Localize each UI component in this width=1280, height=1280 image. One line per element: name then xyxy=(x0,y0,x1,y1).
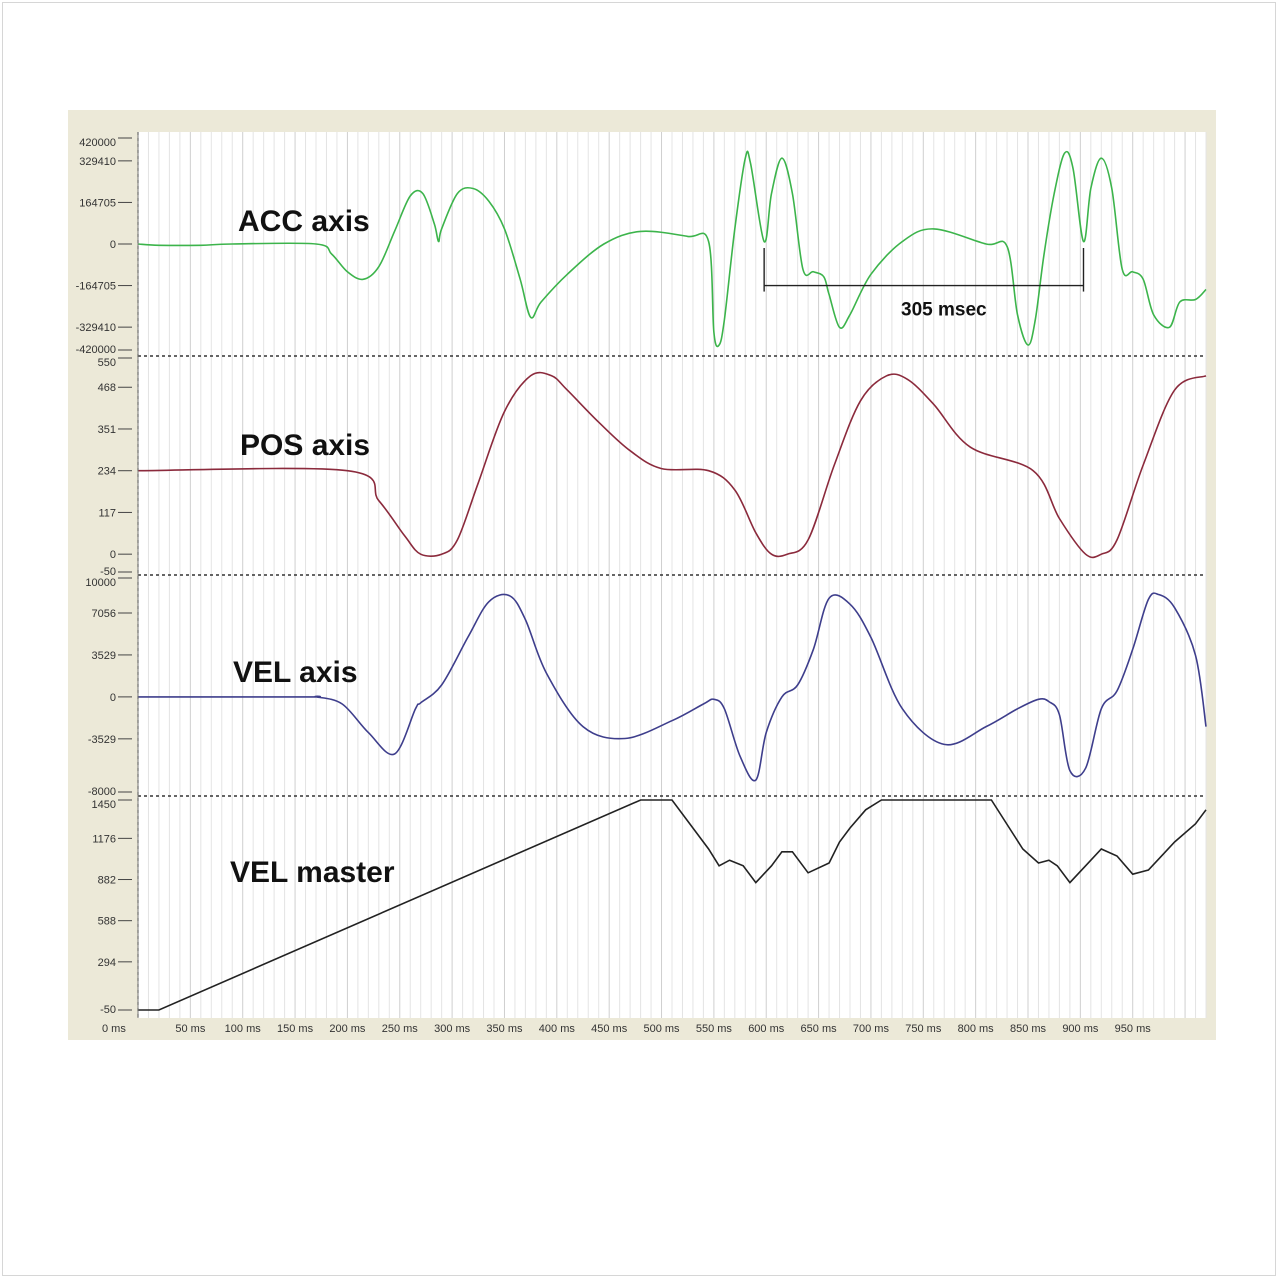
series-layer: ACC axis POS axis VEL axis VEL master xyxy=(137,150,1207,1011)
y-tick-labels: 420000 329410 164705 0 -164705 -329410 -420000… xyxy=(76,137,132,1016)
x-tick-label: 950 ms xyxy=(1115,1023,1152,1035)
y-tick-label: -50 xyxy=(100,1004,116,1016)
y-tick-label: -3529 xyxy=(88,734,116,746)
series-line-2 xyxy=(138,592,1207,782)
channel-title: VEL axis xyxy=(233,656,358,689)
channel-title: ACC axis xyxy=(238,205,370,238)
channel-0: ACC axis xyxy=(137,150,1207,348)
x-tick-labels: 0 ms 50 ms 100 ms 150 ms 200 ms 250 ms 300 ms 3… xyxy=(102,1023,1151,1035)
series-line-3 xyxy=(138,799,1207,1011)
series-line-0 xyxy=(137,150,1207,348)
x-tick-label: 800 ms xyxy=(958,1023,995,1035)
y-tick-label: -420000 xyxy=(76,344,116,356)
x-tick-label: 50 ms xyxy=(175,1023,205,1035)
y-tick-label: -329410 xyxy=(76,322,116,334)
x-tick-label: 400 ms xyxy=(539,1023,576,1035)
y-tick-label: 10000 xyxy=(85,577,116,589)
channel-title: POS axis xyxy=(240,429,370,462)
channel-bands xyxy=(138,355,1206,797)
channel-title: VEL master xyxy=(230,856,395,889)
y-tick-label: 7056 xyxy=(92,608,116,620)
series-line-1 xyxy=(137,371,1207,559)
y-tick-label: 3529 xyxy=(92,650,116,662)
x-tick-label: 300 ms xyxy=(434,1023,471,1035)
y-tick-label: 164705 xyxy=(79,197,116,209)
y-tick-label: 1176 xyxy=(92,833,116,845)
channel-3: VEL master xyxy=(138,799,1207,1011)
x-tick-label: 700 ms xyxy=(853,1023,890,1035)
y-tick-label: 550 xyxy=(98,357,116,369)
x-tick-label: 650 ms xyxy=(801,1023,838,1035)
y-tick-label: 468 xyxy=(98,382,116,394)
x-tick-label: 850 ms xyxy=(1010,1023,1047,1035)
span-label: 305 msec xyxy=(901,300,987,321)
y-tick-label: -164705 xyxy=(76,281,116,293)
y-tick-label: 234 xyxy=(98,466,116,478)
y-tick-label: 882 xyxy=(98,875,116,887)
channel-2: VEL axis xyxy=(138,592,1207,782)
x-tick-label: 350 ms xyxy=(486,1023,523,1035)
x-tick-label: 750 ms xyxy=(905,1023,942,1035)
y-tick-label: 588 xyxy=(98,916,116,928)
y-tick-label: 420000 xyxy=(79,137,116,149)
oscilloscope-panel: 420000 329410 164705 0 -164705 -329410 -420000… xyxy=(68,110,1216,1040)
y-tick-label: 0 xyxy=(110,549,116,561)
x-tick-label: 450 ms xyxy=(591,1023,628,1035)
y-tick-label: -50 xyxy=(100,566,116,578)
x-tick-label: 600 ms xyxy=(748,1023,785,1035)
x-tick-label: 500 ms xyxy=(643,1023,680,1035)
y-tick-label: 329410 xyxy=(79,156,116,168)
y-tick-label: -8000 xyxy=(88,786,116,798)
annotation-layer: 305 msec xyxy=(763,248,1085,321)
y-tick-label: 294 xyxy=(98,957,116,969)
channel-1: POS axis xyxy=(137,371,1207,559)
y-tick-label: 351 xyxy=(98,424,116,436)
x-tick-label: 250 ms xyxy=(382,1023,419,1035)
x-tick-label: 550 ms xyxy=(696,1023,733,1035)
x-tick-label: 150 ms xyxy=(277,1023,314,1035)
y-tick-label: 117 xyxy=(98,507,116,519)
y-tick-label: 1450 xyxy=(92,799,116,811)
y-tick-label: 0 xyxy=(110,692,116,704)
y-tick-label: 0 xyxy=(110,239,116,251)
x-tick-label: 900 ms xyxy=(1062,1023,1099,1035)
x-tick-label: 100 ms xyxy=(225,1023,262,1035)
x-tick-label: 0 ms xyxy=(102,1023,126,1035)
x-tick-label: 200 ms xyxy=(329,1023,366,1035)
oscilloscope-chart: 420000 329410 164705 0 -164705 -329410 -420000… xyxy=(76,132,1207,1035)
